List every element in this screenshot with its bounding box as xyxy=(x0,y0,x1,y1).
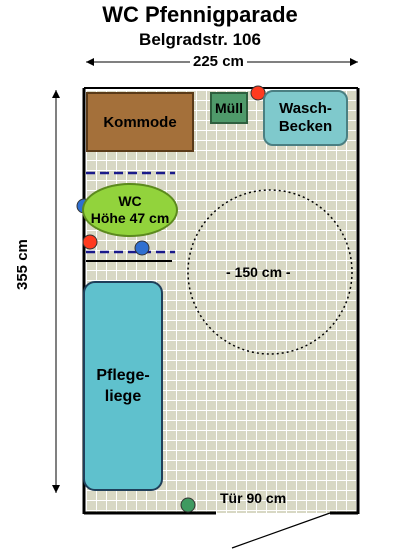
door-label: Tür 90 cm xyxy=(220,490,287,506)
turning-circle xyxy=(187,189,353,355)
muell-fixture: Müll xyxy=(210,92,248,124)
green-dot-icon xyxy=(180,497,196,513)
width-arrow-right xyxy=(350,58,358,66)
height-arrow-bottom xyxy=(52,485,60,493)
plan-subtitle: Belgradstr. 106 xyxy=(139,30,261,49)
height-arrow-top xyxy=(52,90,60,98)
height-label: 355 cm xyxy=(14,239,31,290)
blue-dot-icon xyxy=(134,240,150,256)
waschbecken-fixture: Wasch- Becken xyxy=(263,90,348,146)
width-arrow-left xyxy=(86,58,94,66)
kommode-fixture: Kommode xyxy=(86,92,194,152)
red-dot-icon xyxy=(82,234,98,250)
wc-fixture: WC Höhe 47 cm xyxy=(82,183,178,237)
door-leaf-line xyxy=(231,512,331,549)
turning-circle-label: - 150 cm - xyxy=(226,264,291,280)
plan-title: WC Pfennigparade xyxy=(102,2,298,27)
width-label: 225 cm xyxy=(190,53,247,70)
pflegeliege-fixture: Pflege- liege xyxy=(83,281,163,491)
